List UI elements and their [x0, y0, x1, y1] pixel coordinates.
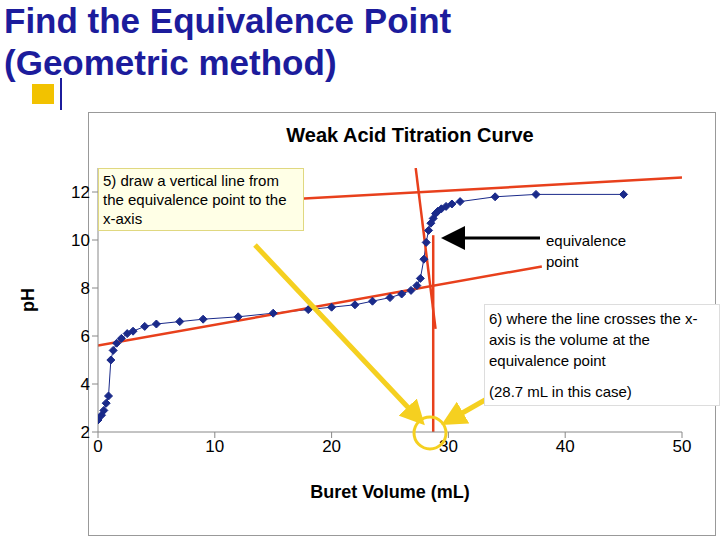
html-text:(28.7 mL in this case): (28.7 mL in this case)	[489, 383, 632, 400]
svg-text:50: 50	[673, 437, 692, 456]
svg-text:12: 12	[71, 183, 90, 202]
svg-text:4: 4	[81, 375, 90, 394]
svg-text:6: 6	[81, 327, 90, 346]
html-text:(Geometric method): (Geometric method)	[4, 43, 337, 82]
svg-text:40: 40	[556, 437, 575, 456]
svg-text:10: 10	[205, 437, 224, 456]
svg-text:20: 20	[322, 437, 341, 456]
html-text:Weak Acid Titration Curve: Weak Acid Titration Curve	[286, 124, 534, 146]
svg-text:30: 30	[439, 437, 458, 456]
svg-text:pH: pH	[18, 288, 38, 312]
html-text:Find the Equivalence Point: Find the Equivalence Point	[4, 1, 452, 40]
svg-text:Buret Volume (mL): Buret Volume (mL)	[310, 482, 470, 502]
svg-text:10: 10	[71, 231, 90, 250]
svg-text:0: 0	[93, 437, 102, 456]
html-text:5) draw a vertical line from t: 5) draw a vertical line from the equival…	[103, 172, 287, 227]
html-text:equivalence point: equivalence point	[546, 232, 627, 270]
html-text:6) where the line crosses the: 6) where the line crosses the x-axis is …	[489, 310, 698, 369]
svg-text:2: 2	[81, 423, 90, 442]
svg-text:8: 8	[81, 279, 90, 298]
